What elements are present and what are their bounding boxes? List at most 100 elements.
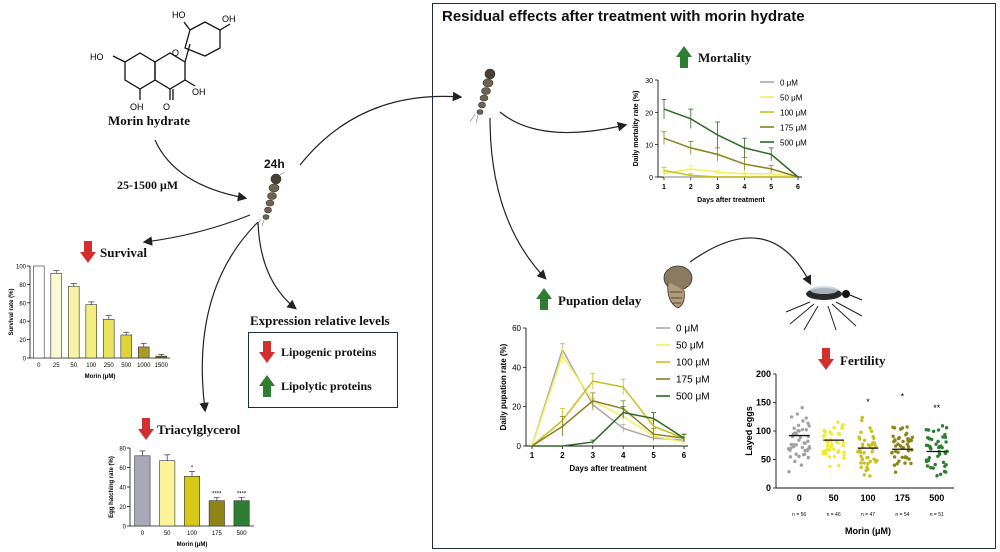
bar — [138, 346, 150, 359]
y-tick-label: 40 — [512, 363, 521, 372]
data-point — [868, 444, 872, 448]
data-point — [827, 455, 832, 459]
y-tick-label: 0 — [766, 483, 771, 493]
count-label: n = 47 — [861, 512, 875, 518]
residual-effects-panel — [432, 3, 996, 549]
data-point — [892, 463, 897, 467]
data-point — [828, 430, 832, 434]
data-point — [799, 463, 804, 467]
legend-label: 175 μM — [676, 375, 710, 386]
x-tick-label: 4 — [742, 184, 746, 191]
data-point — [822, 428, 826, 433]
lipolytic-label: Lipolytic proteins — [281, 379, 372, 393]
legend-label: 500 μM — [676, 392, 710, 403]
data-point — [824, 448, 828, 453]
x-tick-label: 5 — [769, 184, 773, 191]
x-tick-label: 2 — [560, 451, 565, 460]
x-tick-label: 175 — [895, 493, 910, 503]
arrow-up-icon — [259, 375, 275, 397]
data-point — [871, 441, 876, 445]
x-axis-title: Morin (μM) — [177, 542, 208, 548]
y-axis-title: Survival rate (%) — [9, 288, 15, 335]
data-point — [788, 448, 792, 452]
x-tick-label: 500 — [237, 531, 248, 537]
ho-left-label: HO — [90, 52, 104, 62]
larva-icon — [256, 172, 286, 227]
y-tick-label: 10 — [645, 143, 653, 150]
data-point — [942, 469, 947, 474]
y-tick-label: 40 — [119, 486, 126, 492]
data-point — [928, 465, 933, 470]
data-point — [806, 447, 810, 452]
x-tick-label: 0 — [797, 493, 802, 503]
significance-label: ** — [933, 403, 941, 413]
o-ring-label: O — [172, 48, 179, 58]
data-point — [905, 442, 910, 446]
y-tick-label: 0 — [123, 525, 127, 531]
pupation-chart: 0 20 40 60 1 2 3 4 5 6 Days after treatment Daily p… — [499, 324, 710, 474]
data-point — [866, 467, 870, 472]
data-point — [905, 456, 909, 460]
data-point — [803, 448, 807, 453]
data-point — [892, 426, 897, 430]
data-point — [866, 462, 870, 466]
x-tick-label: 2 — [689, 184, 693, 191]
y-tick-label: 20 — [19, 338, 26, 344]
larva-icon — [469, 68, 496, 124]
arrow-down-icon — [138, 418, 154, 440]
data-point — [927, 455, 932, 460]
x-tick-label: 3 — [591, 451, 596, 460]
data-point — [832, 455, 836, 459]
data-point — [807, 424, 811, 428]
lipogenic-label: Lipogenic proteins — [281, 345, 377, 359]
bar — [184, 475, 200, 527]
x-tick-label: 500 — [929, 493, 944, 503]
x-axis-title: Days after treatment — [697, 197, 765, 204]
legend-label: 100 μM — [676, 358, 710, 369]
panel-title: Residual effects after treatment with mo… — [442, 8, 805, 25]
data-point — [801, 419, 805, 423]
data-point — [842, 453, 846, 457]
data-point — [827, 448, 832, 452]
data-point — [933, 462, 937, 467]
data-point — [872, 457, 876, 461]
x-axis-title: Morin (μM) — [85, 374, 116, 380]
y-tick-label: 0 — [517, 442, 522, 451]
data-point — [798, 435, 803, 440]
data-point — [899, 427, 903, 431]
morin-name: Morin hydrate — [108, 113, 190, 128]
series-line — [531, 399, 685, 447]
data-point — [896, 436, 901, 441]
x-tick-label: 500 — [121, 363, 132, 369]
data-point — [836, 441, 840, 445]
x-tick-label: 50 — [70, 363, 77, 369]
data-point — [868, 474, 872, 478]
y-tick-label: 60 — [19, 301, 26, 307]
x-tick-label: 0 — [37, 363, 41, 369]
data-point — [823, 433, 827, 438]
data-point — [822, 451, 826, 456]
o-keto-label: O — [163, 102, 170, 112]
data-point — [789, 442, 794, 447]
y-tick-label: 60 — [119, 466, 126, 472]
count-label: n = 54 — [895, 512, 909, 518]
bar — [159, 460, 176, 527]
data-point — [925, 464, 930, 468]
data-point — [804, 428, 808, 432]
mosquito-icon — [785, 286, 863, 331]
data-point — [858, 437, 862, 441]
y-tick-label: 80 — [119, 447, 126, 453]
data-point — [906, 437, 910, 441]
bar — [50, 273, 62, 359]
series-line — [663, 169, 798, 178]
bar — [120, 334, 132, 359]
series-line — [531, 380, 685, 447]
data-point — [794, 431, 798, 436]
data-point — [841, 440, 846, 444]
survival-label: Survival — [100, 245, 147, 260]
significance-label: * — [191, 465, 194, 471]
data-point — [893, 438, 897, 443]
x-tick-label: 6 — [682, 451, 687, 460]
legend-label: 50 μM — [676, 341, 704, 352]
data-point — [787, 470, 791, 474]
